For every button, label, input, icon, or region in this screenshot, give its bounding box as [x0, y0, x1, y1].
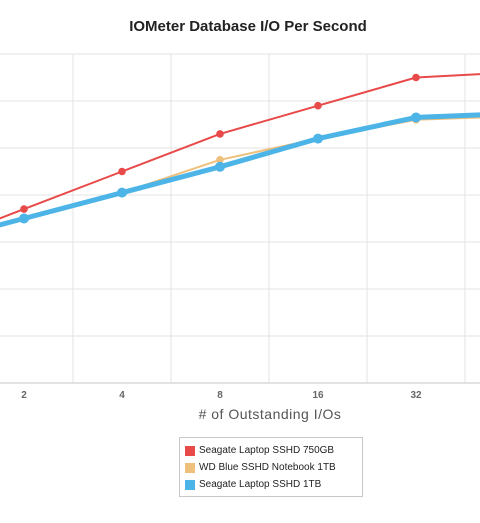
series-line [0, 116, 480, 226]
x-tick-label: 32 [410, 390, 422, 401]
grid-layer [0, 53, 480, 384]
legend-item[interactable]: Seagate Laptop SSHD 750GB [185, 442, 357, 459]
series-3 [0, 112, 480, 228]
data-point[interactable] [215, 161, 225, 172]
legend: Seagate Laptop SSHD 750GB WD Blue SSHD No… [179, 437, 363, 497]
data-point[interactable] [412, 73, 420, 82]
legend-item[interactable]: Seagate Laptop SSHD 1TB [185, 476, 357, 493]
data-point[interactable] [117, 187, 127, 198]
series-line [0, 112, 480, 228]
series-1 [0, 73, 480, 220]
x-tick-label: 4 [119, 390, 125, 401]
legend-item[interactable]: WD Blue SSHD Notebook 1TB [185, 459, 357, 476]
series-2 [0, 116, 480, 226]
legend-swatch [185, 462, 195, 473]
chart-title: IOMeter Database I/O Per Second [129, 18, 367, 35]
data-point[interactable] [216, 130, 224, 138]
legend-swatch [185, 479, 195, 490]
x-tick-label: 8 [217, 390, 223, 401]
legend-label: Seagate Laptop SSHD 750GB [199, 445, 335, 456]
data-point[interactable] [118, 167, 126, 176]
data-point[interactable] [19, 213, 29, 224]
x-axis-label: # of Outstanding I/Os [199, 406, 342, 422]
data-point[interactable] [314, 101, 322, 110]
series-line [0, 73, 480, 220]
x-tick-labels: 2 4 8 16 32 [21, 390, 422, 401]
legend-swatch [185, 445, 195, 456]
data-point[interactable] [20, 205, 28, 213]
data-point[interactable] [313, 133, 323, 144]
x-tick-label: 16 [312, 390, 324, 401]
legend-label: Seagate Laptop SSHD 1TB [199, 479, 322, 490]
x-tick-label: 2 [21, 390, 27, 401]
legend-label: WD Blue SSHD Notebook 1TB [199, 462, 336, 473]
data-point[interactable] [216, 155, 224, 164]
series-layer [0, 73, 480, 228]
data-point[interactable] [411, 112, 421, 123]
